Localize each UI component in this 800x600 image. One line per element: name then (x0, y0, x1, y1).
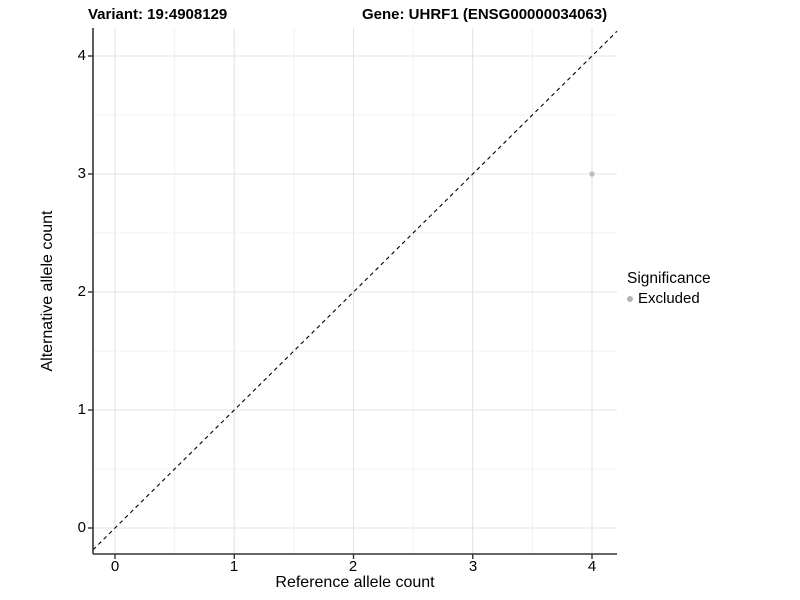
variant-title: Variant: 19:4908129 (88, 6, 228, 23)
gene-title: Gene: UHRF1 (ENSG00000034063) (362, 6, 608, 23)
x-tick-label-3: 3 (468, 558, 478, 575)
legend: Significance Excluded (627, 270, 711, 307)
x-tick-label-1: 1 (229, 558, 239, 575)
legend-key-dot-icon (627, 295, 633, 302)
y-tick-label-0: 0 (77, 519, 86, 536)
legend-title: Significance (627, 270, 711, 287)
legend-item-excluded: Excluded (627, 290, 711, 307)
legend-item-label: Excluded (638, 290, 700, 307)
x-tick-label-0: 0 (110, 558, 120, 575)
y-axis-title: Alternative allele count (39, 210, 56, 372)
y-tick-label-2: 2 (77, 283, 86, 300)
x-tick-label-2: 2 (348, 558, 358, 575)
y-tick-label-3: 3 (77, 165, 86, 182)
y-tick-label-1: 1 (77, 401, 86, 418)
x-axis-title: Reference allele count (275, 574, 435, 591)
scatter-point (589, 171, 595, 177)
identity-line (92, 30, 618, 551)
x-tick-label-4: 4 (587, 558, 597, 575)
y-tick-label-4: 4 (77, 47, 86, 64)
